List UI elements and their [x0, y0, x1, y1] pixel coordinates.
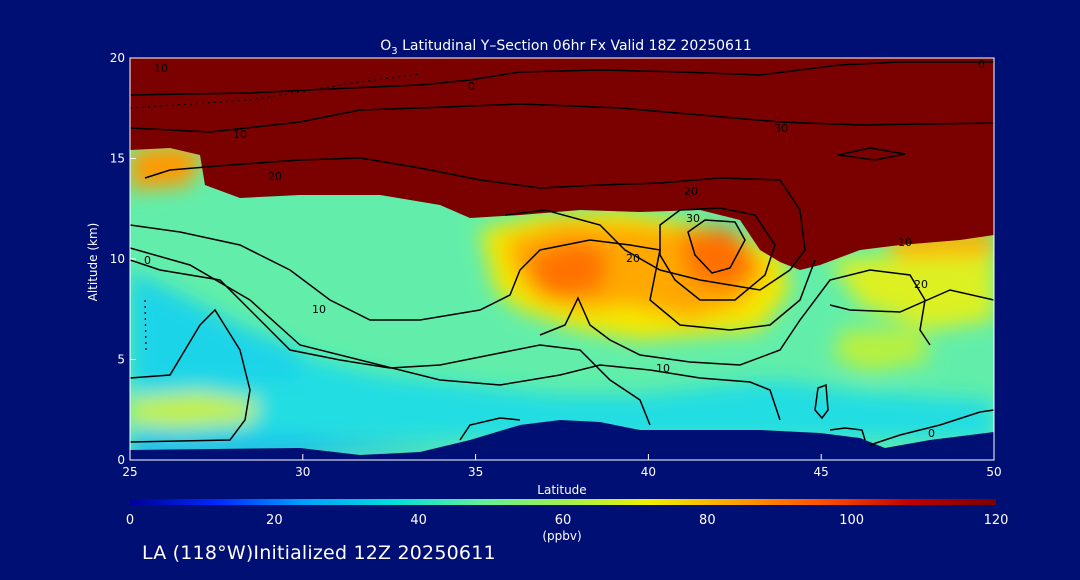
contour-label: 20 [684, 185, 698, 198]
field-darkorange-core2 [680, 228, 760, 290]
contour-10-plume [130, 224, 816, 331]
contour-10-strat [130, 103, 994, 133]
colorbar-tick-label: 100 [839, 513, 864, 528]
colorbar-ticks: 0 20 40 60 80 100 120 [126, 513, 1009, 528]
contour-label: 30 [774, 122, 788, 135]
dotted-contours [130, 73, 421, 351]
contour-mid [130, 247, 781, 421]
x-tick-label: 50 [986, 465, 1001, 479]
x-tick-label: 25 [122, 465, 137, 479]
contour-label: 30 [686, 212, 700, 225]
colorbar-tick-label: 0 [126, 513, 134, 528]
contour-label: 10 [154, 62, 168, 75]
contour-ground2 [829, 427, 866, 441]
x-tick-label: 45 [814, 465, 829, 479]
y-tick-label: 0 [117, 453, 125, 467]
contour-label: 0 [468, 80, 475, 93]
x-axis-label: Latitude [537, 483, 586, 497]
contour-label: 0 [978, 58, 985, 71]
contour-label: 10 [312, 303, 326, 316]
contour-low-left [130, 308, 251, 443]
terrain-mask [130, 420, 994, 460]
contour-label: 0 [928, 427, 935, 440]
contour-20-plume [504, 209, 791, 291]
field-yellowgreen-right2 [835, 328, 930, 372]
colorbar-tick-label: 80 [699, 513, 716, 528]
x-tick-label: 40 [641, 465, 656, 479]
y-tick-label: 20 [110, 51, 125, 65]
contour-label: 0 [144, 254, 151, 267]
contour-labels: 0 0 0 10 10 10 10 20 20 20 30 30 10 0 20 [144, 58, 985, 440]
x-tick-label: 30 [295, 465, 310, 479]
field-yellowgreen-low [130, 392, 260, 428]
contour-ground [459, 417, 521, 441]
contour-lines [130, 61, 994, 446]
contour-closed-small [837, 147, 906, 161]
field-cyan-band [130, 320, 994, 440]
contour-strat-top [130, 61, 994, 96]
field-darkorange-core [530, 240, 610, 300]
contour-spike [814, 383, 829, 420]
colorbar-unit-label: (ppbv) [542, 529, 581, 543]
contour-label: 20 [914, 278, 928, 291]
footer-initialized-label: LA (118°W)Initialized 12Z 20250611 [142, 542, 496, 564]
dotted-contour-b [144, 299, 147, 351]
y-tick-label: 5 [117, 353, 125, 367]
contour-low-right [829, 289, 994, 313]
field-orange-fringe [130, 145, 205, 190]
field-blobs [130, 145, 994, 460]
x-axis: 25 30 35 40 45 50 [122, 454, 1002, 479]
x-tick-label: 35 [468, 465, 483, 479]
colorbar-tick-label: 60 [555, 513, 572, 528]
dotted-contour-a [130, 73, 421, 109]
colorbar-tick-label: 120 [984, 513, 1009, 528]
field-cyan-left [130, 270, 300, 385]
contour-30 [659, 207, 776, 301]
chart-title: O3 Latitudinal Y–Section 06hr Fx Valid 1… [380, 38, 752, 57]
contour-label: 20 [626, 252, 640, 265]
field-stratosphere [130, 58, 994, 270]
contour-30b [687, 219, 746, 274]
contour-label: 10 [656, 362, 670, 375]
plot-area [130, 58, 994, 460]
contour-bottom-right [869, 409, 994, 446]
y-tick-label: 15 [110, 152, 125, 166]
colorbar-tick-label: 20 [266, 513, 283, 528]
y-axis: 0 5 10 15 20 [110, 51, 136, 467]
contour-label: 10 [898, 236, 912, 249]
y-tick-label: 10 [110, 252, 125, 266]
y-axis-label: Altitude (km) [86, 223, 100, 302]
colorbar-tick-label: 40 [410, 513, 427, 528]
colorbar [130, 499, 996, 505]
contour-label: 20 [268, 170, 282, 183]
contour-peak [539, 269, 931, 366]
contour-20 [144, 157, 806, 271]
contour-label: 10 [233, 128, 247, 141]
